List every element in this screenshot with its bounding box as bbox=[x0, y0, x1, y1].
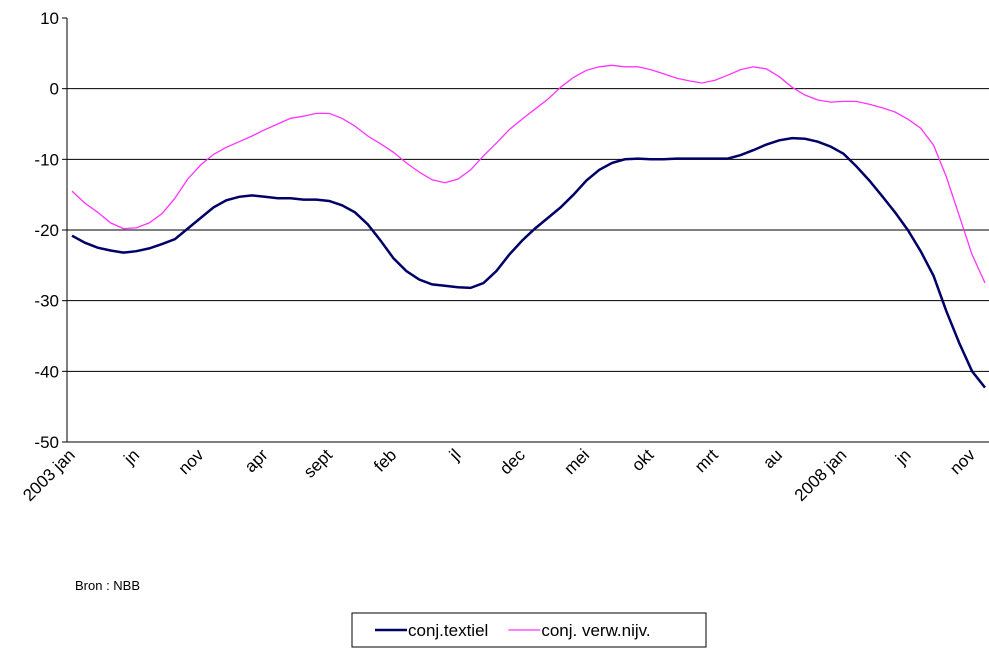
series-line bbox=[71, 136, 986, 389]
source-note: Bron : NBB bbox=[75, 578, 140, 593]
series-line bbox=[71, 64, 986, 284]
y-tick-label: -20 bbox=[34, 221, 59, 240]
x-tick-label: jn bbox=[891, 445, 915, 469]
legend-label: conj.textiel bbox=[408, 621, 488, 640]
x-tick-label: okt bbox=[628, 445, 658, 475]
x-tick-label: feb bbox=[370, 445, 400, 475]
y-tick-label: -10 bbox=[34, 150, 59, 169]
y-tick-label: 10 bbox=[40, 9, 59, 28]
x-tick-label: dec bbox=[496, 445, 529, 478]
x-tick-label: jn bbox=[120, 445, 144, 469]
x-tick-label: mrt bbox=[691, 445, 722, 476]
y-tick-label: 0 bbox=[50, 80, 59, 99]
x-tick-label: apr bbox=[241, 445, 272, 476]
x-tick-label: nov bbox=[946, 445, 979, 478]
y-tick-label: -50 bbox=[34, 433, 59, 452]
x-tick-label: jl bbox=[445, 445, 464, 464]
y-tick-label: -40 bbox=[34, 362, 59, 381]
legend-label: conj. verw.nijv. bbox=[541, 621, 650, 640]
x-tick-label: sept bbox=[300, 445, 336, 481]
x-tick-label: 2008 jan bbox=[791, 445, 851, 505]
x-tick-label: au bbox=[759, 445, 786, 472]
x-tick-label: mei bbox=[560, 445, 593, 478]
x-tick-label: nov bbox=[175, 445, 208, 478]
y-tick-label: -30 bbox=[34, 292, 59, 311]
x-tick-label: 2003 jan bbox=[19, 445, 79, 505]
